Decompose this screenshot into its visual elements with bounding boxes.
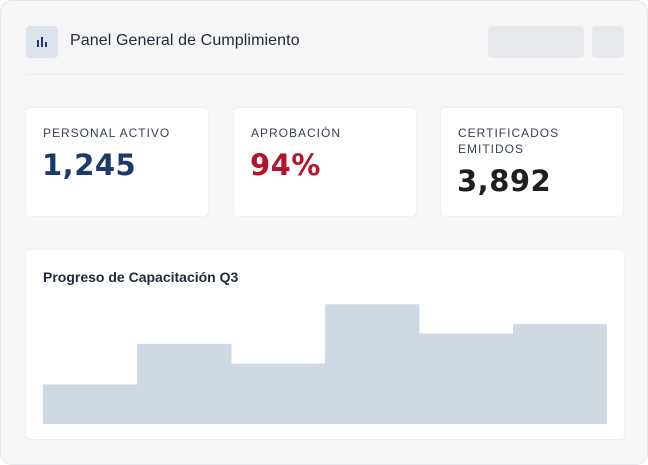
kpi-value: 3,892 (457, 164, 552, 198)
logo (26, 26, 58, 58)
chart-bar (43, 384, 138, 424)
chart-bar (231, 363, 326, 424)
kpi-label: CERTIFICADOS EMITIDOS (458, 126, 560, 156)
page-title: Panel General de Cumplimiento (70, 32, 300, 49)
kpi-value: 94% (250, 148, 321, 182)
bar-chart-icon (37, 37, 47, 47)
kpi-value: 1,245 (42, 148, 137, 182)
chart-bar (137, 343, 232, 424)
header-action-button[interactable] (488, 26, 584, 58)
header-divider (26, 74, 624, 75)
chart-bar (325, 304, 420, 424)
chart-card: Progreso de Capacitación Q3 (26, 250, 624, 439)
bar-chart (43, 304, 607, 424)
header-icon-button[interactable] (592, 26, 624, 58)
kpi-card-aprobacion: APROBACIÓN 94% (234, 108, 416, 216)
kpi-card-certificados: CERTIFICADOS EMITIDOS 3,892 (441, 108, 623, 216)
chart-title: Progreso de Capacitación Q3 (43, 269, 239, 285)
chart-bar (513, 324, 607, 424)
kpi-label: APROBACIÓN (251, 126, 342, 140)
header: Panel General de Cumplimiento (26, 26, 624, 60)
chart-bar (419, 333, 514, 424)
kpi-label: PERSONAL ACTIVO (43, 126, 171, 140)
kpi-card-personal-activo: PERSONAL ACTIVO 1,245 (26, 108, 208, 216)
